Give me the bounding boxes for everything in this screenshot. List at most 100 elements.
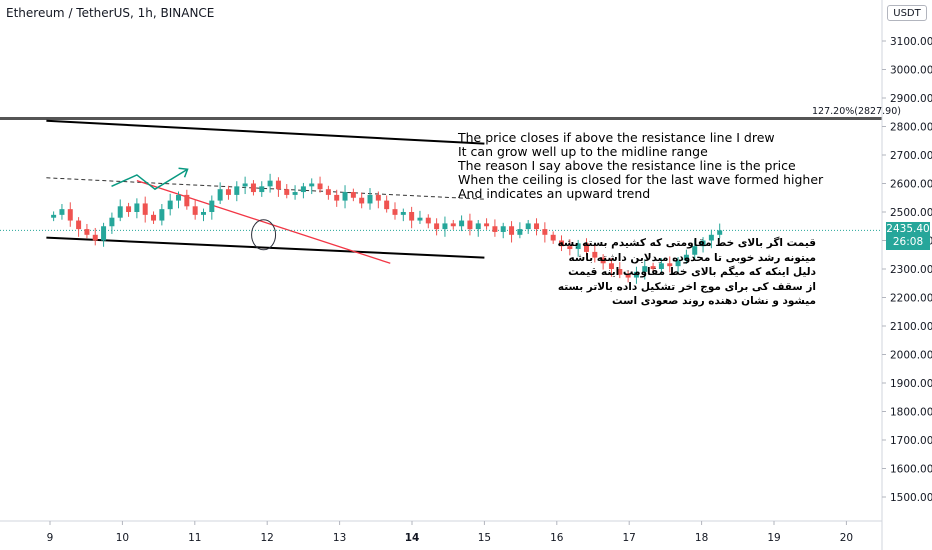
candle-body bbox=[317, 183, 323, 190]
candle-body bbox=[409, 212, 415, 221]
mid-channel-dashed-line bbox=[46, 177, 485, 200]
candle-body bbox=[650, 266, 656, 269]
y-tick-label: 2900.00 bbox=[890, 93, 932, 105]
candle-body bbox=[192, 206, 198, 215]
x-tick-label: 13 bbox=[333, 532, 346, 544]
x-tick-label: 10 bbox=[116, 532, 129, 544]
candle-body bbox=[275, 180, 281, 190]
note-line: میشود و نشان دهنده روند صعودی است bbox=[612, 295, 816, 307]
candle-body bbox=[225, 189, 231, 195]
x-tick-label: 12 bbox=[261, 532, 274, 544]
candle-body bbox=[209, 200, 215, 212]
candle-body bbox=[292, 192, 298, 195]
candle-body bbox=[492, 226, 498, 232]
candle-body bbox=[134, 203, 140, 212]
candle-body bbox=[633, 271, 639, 278]
y-tick-label: 2600.00 bbox=[890, 179, 932, 191]
candle-body bbox=[617, 269, 623, 275]
persian-note: قیمت اگر بالای خط مقاومتی که کشیدم بسته … bbox=[557, 236, 816, 309]
candle-body bbox=[217, 189, 223, 201]
lower-channel-line bbox=[46, 236, 485, 259]
y-tick-label: 2100.00 bbox=[890, 321, 932, 333]
candle-body bbox=[459, 220, 465, 227]
candle-body bbox=[350, 192, 356, 198]
candle-body bbox=[667, 263, 673, 267]
chart-title: Ethereum / TetherUS, 1h, BINANCE bbox=[6, 6, 215, 20]
candle-body bbox=[517, 229, 523, 235]
candle-body bbox=[600, 257, 606, 264]
candle-body bbox=[242, 183, 248, 187]
candle-body bbox=[692, 246, 698, 255]
candle-body bbox=[92, 234, 98, 241]
candle-body bbox=[625, 274, 631, 278]
candle-body bbox=[642, 266, 648, 272]
y-tick-label: 2800.00 bbox=[890, 122, 932, 134]
arrow-head bbox=[178, 167, 189, 178]
y-tick-label: 2000.00 bbox=[890, 350, 932, 362]
candle-body bbox=[675, 260, 681, 267]
arrow-path bbox=[111, 168, 188, 191]
candle-body bbox=[708, 234, 714, 241]
y-tick-label: 1500.00 bbox=[890, 492, 932, 504]
candle-body bbox=[567, 246, 573, 250]
candle-body bbox=[434, 223, 440, 230]
fib-level-label: 127.20%(2827.90) bbox=[812, 106, 901, 117]
candle-body bbox=[184, 194, 190, 207]
current-price-label: 2435.40 26:08 bbox=[886, 222, 930, 250]
candle-body bbox=[658, 263, 664, 269]
resistance-line bbox=[136, 180, 391, 264]
candle-body bbox=[475, 223, 481, 230]
y-tick-label: 1700.00 bbox=[890, 435, 932, 447]
candle-body bbox=[309, 183, 315, 187]
current-price-value: 2435.40 bbox=[886, 223, 930, 235]
candle-body bbox=[575, 243, 581, 250]
y-tick-label: 3100.00 bbox=[890, 36, 932, 48]
x-tick-label: 17 bbox=[623, 532, 636, 544]
candle-body bbox=[250, 183, 256, 193]
candle-body bbox=[525, 223, 531, 230]
candle-body bbox=[267, 180, 273, 187]
candle-body bbox=[509, 226, 515, 235]
note-line: میتونه رشد خوبی تا محدوده میدلاین داشته … bbox=[568, 251, 816, 264]
candle-body bbox=[101, 226, 107, 241]
candle-body bbox=[76, 220, 82, 230]
countdown: 26:08 bbox=[892, 236, 924, 248]
candle-body bbox=[484, 223, 490, 227]
candle-body bbox=[400, 212, 406, 215]
candle-body bbox=[717, 230, 723, 235]
candle-body bbox=[384, 200, 390, 210]
candle-body bbox=[325, 189, 331, 195]
candle-body bbox=[683, 254, 689, 261]
candle-body bbox=[534, 223, 540, 230]
candle-body bbox=[259, 186, 265, 193]
note-line: قیمت اگر بالای خط مقاومتی که کشیدم بسته … bbox=[557, 237, 816, 249]
note-line: دلیل اینکه که میگم بالای خط مقاومت اینه … bbox=[568, 266, 816, 278]
candle-body bbox=[583, 243, 589, 252]
candle-body bbox=[700, 240, 706, 247]
candle-body bbox=[84, 229, 90, 235]
candle-body bbox=[200, 212, 206, 215]
note-line: از سقف کی برای موج اخر تشکیل داده بالاتر… bbox=[557, 280, 816, 293]
currency-button[interactable]: USDT bbox=[887, 5, 927, 21]
y-tick-label: 1800.00 bbox=[890, 407, 932, 419]
candle-body bbox=[334, 194, 340, 201]
y-tick-label: 2300.00 bbox=[890, 264, 932, 276]
candle-body bbox=[284, 189, 290, 195]
candle-body bbox=[375, 194, 381, 201]
candle-body bbox=[425, 217, 431, 224]
x-tick-label: 14 bbox=[405, 532, 420, 544]
x-tick-label: 11 bbox=[188, 532, 201, 544]
note-line: It can grow well up to the midline range bbox=[458, 144, 708, 159]
y-tick-label: 1600.00 bbox=[890, 464, 932, 476]
candle-body bbox=[542, 229, 548, 235]
candle-body bbox=[608, 263, 614, 269]
y-tick-label: 2700.00 bbox=[890, 150, 932, 162]
candle-body bbox=[367, 194, 373, 204]
candle-body bbox=[500, 226, 506, 232]
note-line: When the ceiling is closed for the last … bbox=[458, 172, 824, 187]
candle-body bbox=[51, 214, 57, 218]
candle-body bbox=[142, 203, 148, 215]
upper-channel-line bbox=[46, 119, 485, 145]
candle-body bbox=[359, 197, 365, 204]
